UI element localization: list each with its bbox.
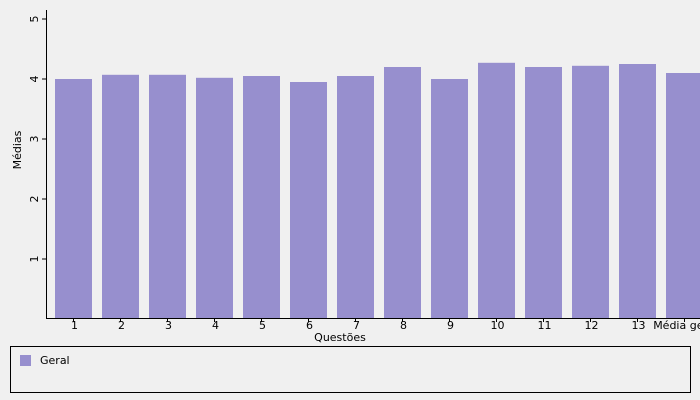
y-axis-label: Médias: [11, 130, 24, 169]
x-tick-label: 8: [400, 319, 407, 332]
x-tick-label: 13: [632, 319, 646, 332]
x-tick-label: 2: [118, 319, 125, 332]
x-tick-label: 6: [306, 319, 313, 332]
y-tick-label: 1: [28, 256, 41, 263]
legend-label: Geral: [40, 354, 70, 367]
bar: [431, 79, 468, 319]
y-tick-label: 5: [28, 16, 41, 23]
bar: [525, 67, 562, 319]
legend-box: [10, 346, 691, 393]
bar: [666, 73, 700, 319]
bar: [102, 74, 139, 319]
x-tick-label: 10: [491, 319, 505, 332]
x-tick-label: 3: [165, 319, 172, 332]
bar: [149, 74, 186, 319]
x-tick-label: 5: [259, 319, 266, 332]
bar: [290, 82, 327, 319]
bar: [572, 65, 609, 319]
y-tick-label: 2: [28, 196, 41, 203]
bar: [619, 64, 656, 319]
x-tick-label: 7: [353, 319, 360, 332]
bar: [478, 62, 515, 320]
x-axis-label: Questões: [314, 331, 366, 344]
bar: [196, 77, 233, 319]
x-tick-label: 11: [538, 319, 552, 332]
x-tick-label: 12: [585, 319, 599, 332]
y-tick-label: 3: [28, 136, 41, 143]
x-tick-label: 4: [212, 319, 219, 332]
x-tick-label: Média geral: [653, 319, 700, 332]
x-tick-label: 9: [447, 319, 454, 332]
bar: [55, 79, 92, 319]
bar: [384, 67, 421, 319]
y-tick-label: 4: [28, 76, 41, 83]
legend-swatch: [20, 355, 31, 366]
x-tick-label: 1: [71, 319, 78, 332]
bar: [243, 76, 280, 319]
bar: [337, 76, 374, 319]
